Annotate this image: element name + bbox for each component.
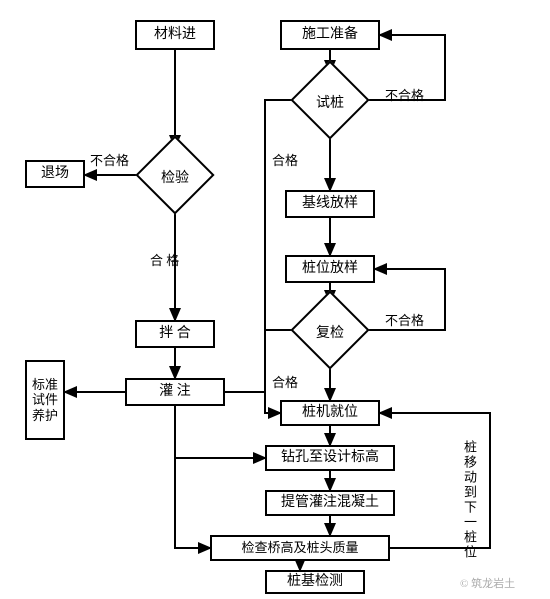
node-material-in: 材料进: [135, 20, 215, 50]
label: 标准试件养护: [27, 377, 63, 424]
label: 桩位放样: [302, 261, 358, 278]
watermark: © 筑龙岩土: [460, 575, 515, 591]
node-lift-pour: 提管灌注混凝土: [265, 490, 395, 516]
node-prep: 施工准备: [280, 20, 380, 50]
node-rig-in-place: 桩机就位: [280, 400, 380, 426]
flowchart-canvas: 材料进 退场 拌 合 灌 注 标准试件养护 施工准备 基线放样 桩位放样 桩机就…: [0, 0, 550, 599]
label: 退场: [41, 166, 69, 183]
edge-label-fail-top: 不合格: [385, 85, 424, 104]
node-pile-test: 桩基检测: [265, 570, 365, 594]
label: 拌 合: [159, 326, 191, 343]
edge-label-pass-left: 合 格: [150, 250, 179, 269]
label: 材料进: [154, 27, 196, 44]
edge-label-pass-low: 合格: [272, 372, 298, 391]
node-check-head: 检查桥高及桩头质量: [210, 535, 390, 561]
node-baseline: 基线放样: [285, 190, 375, 218]
label: 灌 注: [159, 384, 191, 401]
node-drill: 钻孔至设计标高: [265, 445, 395, 471]
label: 桩基检测: [287, 574, 343, 591]
node-trial-pile: [290, 60, 369, 139]
label: 提管灌注混凝土: [281, 495, 379, 512]
node-inspect: [135, 135, 214, 214]
node-mix: 拌 合: [135, 320, 215, 348]
node-exit-site: 退场: [25, 160, 85, 188]
node-pile-pos: 桩位放样: [285, 255, 375, 283]
node-pour: 灌 注: [125, 378, 225, 406]
label: 施工准备: [302, 27, 358, 44]
label: 检查桥高及桩头质量: [241, 540, 358, 556]
label: 基线放样: [302, 196, 358, 213]
label: 桩机就位: [302, 405, 358, 422]
edge-label-fail-left: 不合格: [90, 150, 129, 169]
node-recheck: [290, 290, 369, 369]
node-specimen: 标准试件养护: [25, 360, 65, 440]
label: 钻孔至设计标高: [281, 450, 379, 467]
edge-label-pass-mid: 合格: [272, 150, 298, 169]
edge-label-move-next: 桩移动到下一桩位: [460, 440, 479, 560]
edge-label-fail-mid: 不合格: [385, 310, 424, 329]
